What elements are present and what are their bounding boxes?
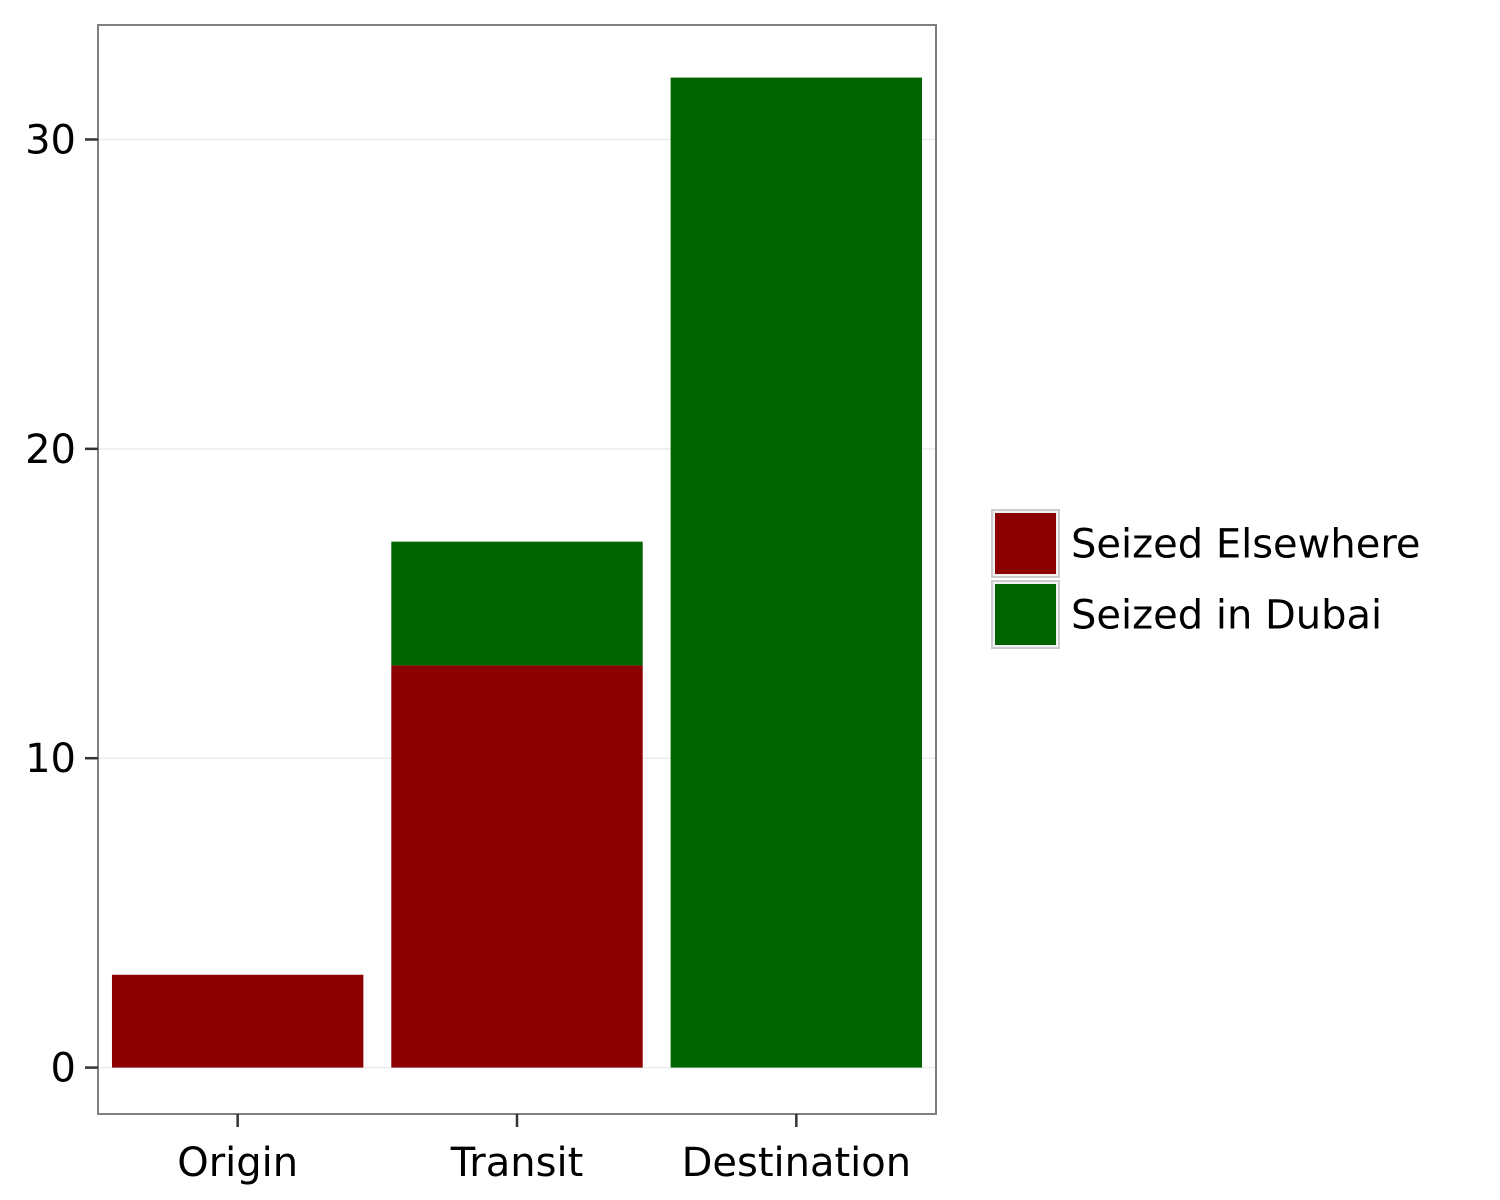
legend-swatch-seized-elsewhere (995, 513, 1056, 574)
y-tick-label: 10 (25, 736, 76, 782)
legend: Seized Elsewhere Seized in Dubai (991, 509, 1421, 649)
bars (111, 77, 923, 1068)
bar-origin-seized-elsewhere (111, 974, 364, 1068)
legend-swatch-seized-in-dubai (995, 584, 1056, 645)
legend-label: Seized in Dubai (1071, 593, 1382, 639)
y-tick-label: 0 (51, 1046, 76, 1092)
x-axis: Origin Transit Destination (177, 1114, 911, 1186)
y-tick-label: 30 (25, 117, 76, 163)
legend-label: Seized Elsewhere (1071, 522, 1421, 568)
bar-destination-seized-in-dubai (670, 77, 923, 1068)
y-tick-label: 20 (25, 427, 76, 473)
x-tick-label-destination: Destination (682, 1140, 912, 1186)
y-axis: 0 10 20 30 (25, 117, 98, 1092)
bar-transit-seized-elsewhere (391, 665, 643, 1068)
x-tick-label-origin: Origin (177, 1140, 298, 1186)
x-tick-label-transit: Transit (450, 1140, 584, 1186)
bar-transit-seized-in-dubai (391, 541, 643, 666)
